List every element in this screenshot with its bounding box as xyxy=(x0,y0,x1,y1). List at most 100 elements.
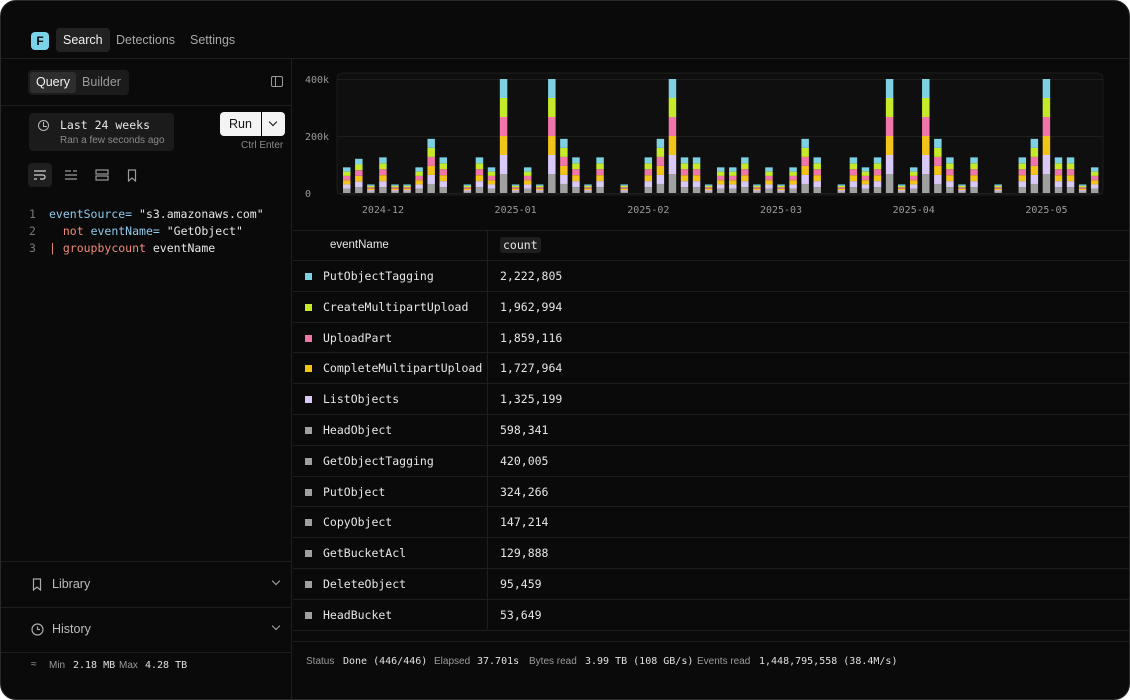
layout-icon[interactable] xyxy=(90,163,114,187)
chart-bar[interactable] xyxy=(946,157,954,193)
chart-bar[interactable] xyxy=(909,167,918,193)
table-row[interactable]: CopyObject 147,214 xyxy=(293,507,1129,539)
chart-bar[interactable] xyxy=(1078,184,1087,193)
chart-bar[interactable] xyxy=(596,157,604,193)
table-row[interactable]: UploadPart 1,859,116 xyxy=(293,323,1129,354)
chart-bar[interactable] xyxy=(656,138,665,193)
run-shortcut-hint: Ctrl Enter xyxy=(241,140,284,151)
chart-bar[interactable] xyxy=(511,184,520,193)
chart-bar[interactable] xyxy=(801,138,809,193)
event-name-cell: GetBucketAcl xyxy=(323,546,407,561)
bar-segment xyxy=(922,174,930,193)
chart-bar[interactable] xyxy=(922,79,930,193)
chart-bar[interactable] xyxy=(439,157,447,193)
chart-bar[interactable] xyxy=(680,157,689,193)
chart-bar[interactable] xyxy=(1054,157,1063,193)
table-row[interactable]: DeleteObject 95,459 xyxy=(293,569,1129,600)
column-header-eventname[interactable]: eventName xyxy=(330,239,389,251)
chart-bar[interactable] xyxy=(994,184,1002,193)
chart-bar[interactable] xyxy=(1030,138,1039,193)
table-row[interactable]: ListObjects 1,325,199 xyxy=(293,384,1129,415)
plot-area xyxy=(336,72,1104,196)
chart-bar[interactable] xyxy=(729,167,737,193)
bar-segment xyxy=(837,188,846,191)
query-editor[interactable]: 1 eventSource= "s3.amazonaws.com" 2 not e… xyxy=(29,206,264,257)
chart-bar[interactable] xyxy=(692,157,701,193)
chart-bar[interactable] xyxy=(487,167,496,193)
sidebar-toggle-icon[interactable] xyxy=(271,76,283,87)
chart-bar[interactable] xyxy=(403,184,411,193)
chart-bar[interactable] xyxy=(1066,157,1075,193)
bar-segment xyxy=(801,174,809,184)
chart-bar[interactable] xyxy=(861,167,870,193)
table-row[interactable]: PutObject 324,266 xyxy=(293,477,1129,508)
chart-bar[interactable] xyxy=(343,167,351,193)
chart-bar[interactable] xyxy=(391,184,399,193)
chart-bar[interactable] xyxy=(463,184,472,193)
time-range-picker[interactable]: Last 24 weeks Ran a few seconds ago xyxy=(29,113,174,151)
chart-bar[interactable] xyxy=(644,157,653,193)
column-header-count[interactable]: count xyxy=(500,237,541,253)
bookmark-icon[interactable] xyxy=(120,163,144,187)
bar-segment xyxy=(680,157,689,164)
wrap-lines-icon[interactable] xyxy=(28,163,52,187)
bar-segment xyxy=(656,156,665,166)
chart-bar[interactable] xyxy=(475,157,484,193)
bar-segment xyxy=(1042,155,1051,174)
chart-bar[interactable] xyxy=(415,167,423,193)
chart-bar[interactable] xyxy=(789,167,797,193)
chart-bar[interactable] xyxy=(1018,157,1027,193)
table-row[interactable]: HeadBucket 53,649 xyxy=(293,600,1129,631)
chart-bar[interactable] xyxy=(934,138,942,193)
bar-segment xyxy=(680,169,689,176)
chart-bar[interactable] xyxy=(837,184,846,193)
tab-builder[interactable]: Builder xyxy=(82,75,121,89)
chart-bar[interactable] xyxy=(536,184,544,193)
count-cell: 420,005 xyxy=(500,453,549,468)
nav-detections[interactable]: Detections xyxy=(116,33,176,47)
chart-bar[interactable] xyxy=(355,158,363,193)
chart-bar[interactable] xyxy=(379,157,387,193)
bar-segment xyxy=(934,138,942,148)
chart-bar[interactable] xyxy=(958,184,966,193)
library-section[interactable]: Library xyxy=(1,562,292,607)
chart-bar[interactable] xyxy=(777,184,785,193)
chart-bar[interactable] xyxy=(873,157,882,193)
chart-bar[interactable] xyxy=(813,157,821,193)
tab-query[interactable]: Query xyxy=(30,72,77,93)
table-row[interactable]: HeadObject 598,341 xyxy=(293,415,1129,446)
chart-bar[interactable] xyxy=(620,184,628,193)
chart-bar[interactable] xyxy=(741,157,749,193)
chart-bar[interactable] xyxy=(716,167,725,193)
count-cell: 1,859,116 xyxy=(500,330,563,345)
chart-bar[interactable] xyxy=(704,184,713,193)
table-row[interactable]: PutObjectTagging 2,222,805 xyxy=(293,261,1129,292)
chart-bar[interactable] xyxy=(367,184,375,193)
chart-bar[interactable] xyxy=(753,184,761,193)
chart-bar[interactable] xyxy=(849,157,858,193)
chart-bar[interactable] xyxy=(499,79,508,193)
nav-settings[interactable]: Settings xyxy=(190,33,236,47)
chart-bar[interactable] xyxy=(548,79,556,193)
history-section[interactable]: History xyxy=(1,607,292,652)
chart-bar[interactable] xyxy=(765,167,773,193)
table-row[interactable]: CompleteMultipartUpload 1,727,964 xyxy=(293,353,1129,385)
run-options-chevron-icon[interactable] xyxy=(262,112,285,136)
chart-bar[interactable] xyxy=(427,138,435,193)
chart-bar[interactable] xyxy=(523,167,532,193)
table-row[interactable]: GetBucketAcl 129,888 xyxy=(293,538,1129,569)
chart-bar[interactable] xyxy=(572,157,580,193)
chart-bar[interactable] xyxy=(1042,79,1051,193)
format-icon[interactable] xyxy=(59,163,83,187)
chart-bar[interactable] xyxy=(560,138,568,193)
nav-search[interactable]: Search xyxy=(56,28,110,52)
chart-bar[interactable] xyxy=(668,79,677,193)
chart-bar[interactable] xyxy=(885,79,894,193)
chart-bar[interactable] xyxy=(897,184,906,193)
chart-bar[interactable] xyxy=(970,157,978,193)
chart-bar[interactable] xyxy=(1090,167,1099,193)
chart-bar[interactable] xyxy=(584,184,592,193)
run-button[interactable]: Run xyxy=(220,112,261,136)
table-row[interactable]: CreateMultipartUpload 1,962,994 xyxy=(293,292,1129,323)
table-row[interactable]: GetObjectTagging 420,005 xyxy=(293,446,1129,477)
